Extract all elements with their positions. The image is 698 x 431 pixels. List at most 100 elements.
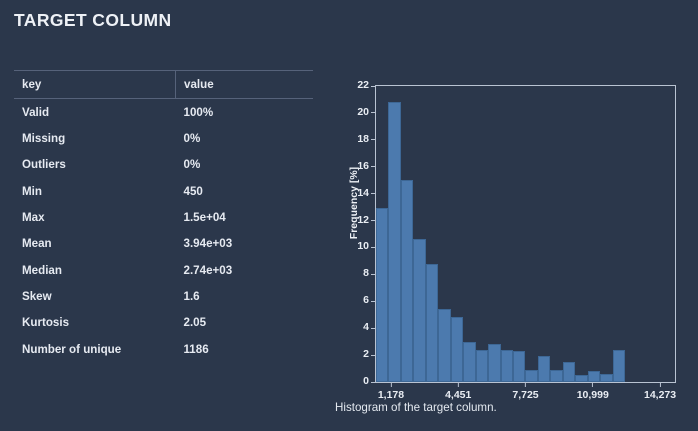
table-row: Skew 1.6 bbox=[14, 284, 313, 310]
table-row: Min 450 bbox=[14, 178, 313, 204]
histogram-bar bbox=[388, 102, 401, 382]
table-cell-value: 2.05 bbox=[183, 316, 207, 330]
table-cell-value: 2.74e+03 bbox=[183, 263, 233, 277]
table-header-row: key value bbox=[14, 69, 313, 100]
y-axis-tick-mark bbox=[371, 354, 375, 356]
y-axis-tick-mark bbox=[371, 139, 375, 141]
y-axis-tick-label: 16 bbox=[357, 159, 369, 172]
histogram-bar bbox=[550, 369, 563, 382]
y-axis-tick-mark bbox=[371, 112, 375, 114]
plot-area bbox=[375, 85, 676, 383]
x-axis: 1,178 4,451 7,725 10,999 14,273 bbox=[375, 383, 676, 407]
y-axis-tick-mark bbox=[371, 327, 375, 329]
histogram-bar bbox=[600, 373, 613, 382]
table-row: Missing 0% bbox=[14, 126, 313, 152]
y-axis-tick-mark bbox=[371, 300, 375, 302]
table-body: Valid 100% Missing 0% Outliers 0% Min 450 Max 1.5… bbox=[14, 99, 313, 363]
y-axis-tick-mark bbox=[371, 246, 375, 248]
y-axis-tick-label: 20 bbox=[357, 105, 369, 118]
y-axis-tick-label: 22 bbox=[357, 79, 369, 91]
histogram-bar bbox=[450, 317, 464, 382]
x-axis-tick: 1,178 bbox=[378, 383, 404, 401]
chart-caption: Histogram of the target column. bbox=[335, 401, 497, 414]
y-axis-tick-label: 2 bbox=[363, 348, 369, 361]
histogram-bar bbox=[537, 356, 551, 382]
table-cell-value: 1.6 bbox=[183, 290, 200, 304]
table-row: Valid 100% bbox=[14, 99, 313, 126]
x-axis-tick-mark bbox=[525, 383, 526, 387]
x-axis-tick: 7,725 bbox=[512, 383, 539, 401]
histogram-bar bbox=[413, 238, 426, 382]
table-cell-key: Missing bbox=[22, 132, 66, 146]
table-cell-key: Median bbox=[22, 263, 62, 277]
table-cell-value: 100% bbox=[183, 105, 214, 119]
table-row: Outliers 0% bbox=[14, 152, 313, 178]
y-axis-tick-mark bbox=[371, 273, 375, 275]
y-axis-tick-label: 12 bbox=[357, 213, 369, 226]
y-axis-tick-mark bbox=[371, 381, 375, 383]
y-axis-tick-label: 18 bbox=[357, 132, 369, 145]
column-header-key: key bbox=[14, 69, 176, 100]
histogram-bar bbox=[587, 371, 601, 382]
table-cell-value: 1186 bbox=[183, 342, 209, 356]
x-axis-tick-mark bbox=[659, 383, 661, 387]
x-axis-tick: 4,451 bbox=[445, 383, 471, 401]
x-axis-tick-mark bbox=[457, 383, 459, 387]
histogram-bar bbox=[400, 180, 414, 382]
table-row: Mean 3.94e+03 bbox=[14, 231, 313, 257]
x-axis-tick-label: 14,273 bbox=[643, 389, 677, 401]
x-axis-tick-label: 4,451 bbox=[445, 389, 472, 401]
y-axis-tick-label: 6 bbox=[363, 294, 369, 307]
histogram-bar bbox=[475, 350, 489, 382]
table-cell-key: Min bbox=[22, 184, 42, 198]
histogram-bar bbox=[488, 344, 501, 382]
table-row: Number of unique 1186 bbox=[14, 336, 313, 362]
y-axis-tick-label: 4 bbox=[363, 321, 369, 334]
table-row: Median 2.74e+03 bbox=[14, 257, 313, 283]
table-cell-key: Valid bbox=[22, 105, 50, 119]
histogram-bar bbox=[438, 309, 451, 382]
histogram-bar bbox=[376, 208, 389, 382]
histogram-bar bbox=[612, 350, 626, 382]
y-axis-tick-label: 10 bbox=[357, 240, 369, 253]
y-axis-tick-mark bbox=[371, 193, 375, 195]
table-cell-key: Outliers bbox=[22, 158, 66, 172]
x-axis-tick-mark bbox=[592, 383, 594, 387]
x-axis-tick-label: 1,178 bbox=[377, 389, 405, 401]
histogram-bar bbox=[425, 264, 439, 382]
histogram-bar bbox=[562, 361, 576, 382]
histogram-bars bbox=[376, 86, 675, 382]
page-title: TARGET COLUMN bbox=[14, 10, 172, 30]
table-cell-key: Mean bbox=[22, 237, 52, 251]
histogram-bar bbox=[575, 375, 588, 382]
table-cell-value: 1.5e+04 bbox=[183, 211, 226, 225]
x-axis-tick-mark bbox=[390, 383, 392, 387]
histogram-bar bbox=[512, 351, 526, 382]
table-row: Max 1.5e+04 bbox=[14, 205, 313, 231]
table-cell-value: 0% bbox=[183, 158, 201, 172]
y-axis-tick-label: 14 bbox=[357, 186, 369, 199]
column-header-value: value bbox=[175, 69, 313, 100]
y-axis-tick-label: 8 bbox=[363, 267, 369, 280]
table-cell-value: 450 bbox=[183, 184, 203, 198]
table-row: Kurtosis 2.05 bbox=[14, 310, 313, 336]
y-axis-tick-mark bbox=[371, 166, 375, 168]
x-axis-tick: 14,273 bbox=[644, 383, 676, 401]
table-cell-value: 3.94e+03 bbox=[183, 237, 233, 251]
histogram-bar bbox=[525, 369, 538, 382]
y-axis: Frequency [%] 0 2 4 6 8 10 12 14 16 18 20 22 bbox=[330, 79, 375, 387]
table-cell-key: Kurtosis bbox=[22, 316, 70, 330]
y-axis-tick-mark bbox=[371, 220, 375, 222]
x-axis-tick: 10,999 bbox=[577, 383, 609, 401]
histogram-chart: Frequency [%] 0 2 4 6 8 10 12 14 16 18 20 22 1,178 4… bbox=[330, 60, 690, 425]
table-cell-key: Skew bbox=[22, 290, 52, 304]
statistics-table: key value Valid 100% Missing 0% Outliers 0% Mi… bbox=[14, 69, 313, 363]
y-axis-tick-mark bbox=[371, 85, 375, 87]
table-cell-key: Max bbox=[22, 211, 45, 225]
y-axis-tick-label: 0 bbox=[363, 375, 369, 387]
table-cell-value: 0% bbox=[183, 132, 201, 146]
table-cell-key: Number of unique bbox=[22, 342, 122, 356]
histogram-bar bbox=[500, 349, 513, 382]
table-header: key value bbox=[14, 69, 313, 100]
